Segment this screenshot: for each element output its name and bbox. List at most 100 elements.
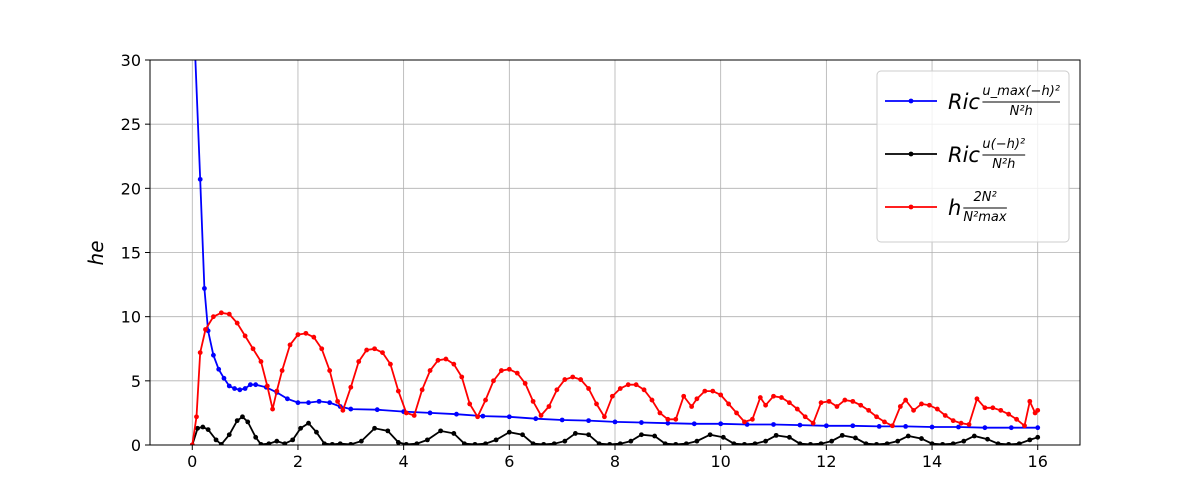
data-point: [279, 368, 285, 373]
data-point: [298, 425, 303, 431]
data-point: [919, 436, 924, 441]
data-point: [202, 286, 207, 291]
data-point: [319, 346, 325, 352]
data-point: [1027, 398, 1033, 404]
data-point: [773, 432, 779, 438]
data-point: [218, 310, 224, 316]
data-point: [1008, 425, 1014, 431]
legend-label: h: [948, 196, 961, 220]
data-point: [829, 438, 835, 444]
data-point: [274, 438, 280, 444]
data-point: [221, 375, 227, 381]
legend-item-3: h 2N² N²max: [885, 190, 1007, 225]
data-point: [797, 441, 803, 445]
data-point: [530, 398, 536, 404]
data-point: [1014, 416, 1019, 422]
data-point: [956, 424, 961, 430]
data-point: [633, 382, 639, 388]
data-point: [961, 438, 967, 444]
data-point: [522, 381, 528, 386]
data-point: [258, 441, 264, 445]
data-point: [451, 431, 457, 436]
y-axis: 0 5 10 15 20 25 30: [121, 51, 150, 455]
legend-numerator: u(−h)²: [982, 137, 1025, 152]
data-point: [226, 311, 232, 317]
x-axis: 0 2 4 6 8 10 12 14 16: [187, 445, 1048, 471]
data-point: [1035, 407, 1041, 413]
data-point: [419, 387, 425, 393]
data-point: [337, 441, 343, 445]
data-point: [734, 410, 739, 416]
data-point: [998, 407, 1004, 413]
data-point: [380, 350, 385, 355]
data-point: [720, 434, 726, 440]
data-point: [348, 406, 354, 412]
data-point: [306, 420, 311, 426]
data-point: [438, 428, 444, 434]
data-point: [270, 406, 275, 412]
x-tick-label: 10: [711, 452, 731, 471]
data-point: [483, 397, 488, 403]
data-point: [818, 441, 824, 445]
series-layer: [189, 60, 1041, 445]
data-point: [200, 424, 206, 430]
data-point: [694, 396, 700, 402]
data-point: [194, 414, 199, 420]
data-point: [1027, 437, 1033, 443]
data-point: [258, 359, 264, 364]
data-point: [533, 416, 539, 422]
data-point: [356, 359, 362, 364]
data-point: [850, 398, 856, 404]
data-point: [335, 398, 340, 404]
data-point: [250, 346, 256, 352]
legend-label: Ric: [948, 143, 980, 167]
data-point: [657, 410, 663, 416]
data-point: [797, 422, 803, 428]
data-point: [554, 387, 560, 393]
data-point: [934, 406, 940, 412]
data-point: [311, 334, 317, 340]
data-point: [506, 366, 512, 372]
data-point: [541, 441, 547, 445]
legend-denominator: N²h: [1010, 104, 1033, 119]
data-point: [454, 411, 459, 417]
data-point: [395, 440, 401, 445]
data-point: [607, 441, 613, 445]
data-point: [195, 425, 200, 431]
data-point: [858, 402, 864, 408]
data-point: [562, 438, 568, 444]
data-point: [771, 393, 776, 399]
data-point: [403, 410, 409, 416]
data-point: [586, 418, 591, 424]
data-point: [559, 417, 565, 423]
data-point: [211, 352, 216, 358]
data-point: [794, 406, 800, 412]
data-point: [253, 382, 259, 388]
data-point: [808, 441, 813, 445]
data-point: [752, 441, 758, 445]
data-point: [551, 441, 557, 445]
y-tick-label: 30: [121, 51, 141, 70]
data-point: [839, 432, 845, 438]
data-point: [264, 383, 270, 389]
data-point: [290, 437, 296, 443]
data-point: [242, 386, 248, 391]
data-point: [572, 431, 578, 436]
data-point: [866, 407, 872, 413]
data-point: [911, 407, 916, 413]
data-point: [974, 396, 980, 402]
data-point: [731, 441, 737, 445]
data-point: [617, 386, 623, 391]
data-point: [1035, 425, 1041, 431]
data-point: [903, 397, 909, 403]
data-point: [890, 423, 895, 429]
data-point: [639, 420, 644, 425]
data-point: [237, 387, 243, 393]
x-tick-label: 12: [816, 452, 836, 471]
data-point: [763, 402, 768, 408]
data-point: [929, 441, 935, 445]
data-point: [435, 357, 441, 363]
x-tick-label: 14: [922, 452, 942, 471]
data-point: [940, 441, 946, 445]
